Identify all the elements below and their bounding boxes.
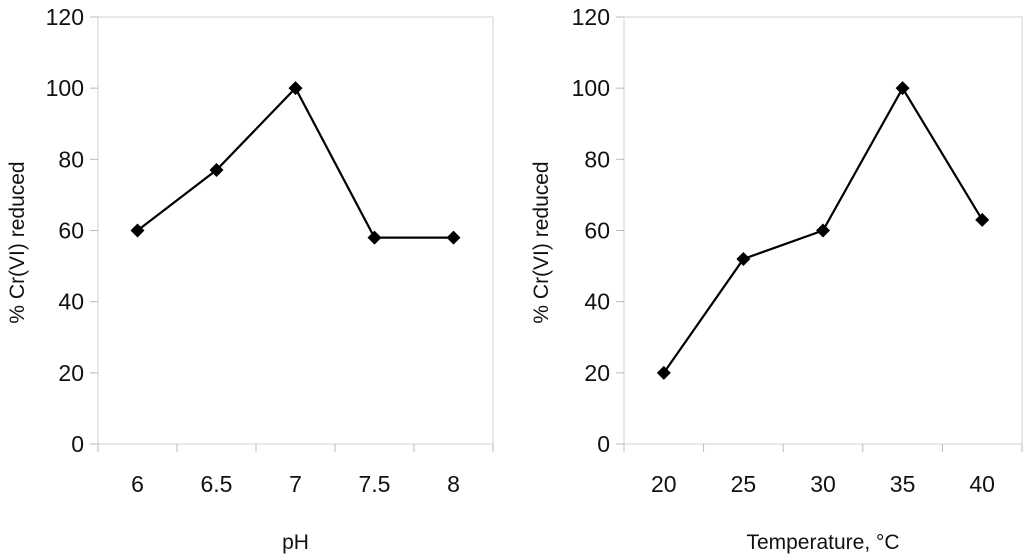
x-tick-label: 40 [969,471,995,497]
x-tick-label: 6.5 [201,471,233,497]
y-tick-label: 60 [58,218,84,244]
y-tick-label: 20 [584,360,610,386]
y-tick-label: 20 [58,360,84,386]
chart-panel-1: 0 20 40 60 80 100 120 6 6.5 7 7.5 8 pH % Cr(VI) reduc… [6,4,494,554]
data-point-marker [367,230,382,245]
y-tick-label: 100 [46,75,84,101]
x-tick-label: 25 [731,471,757,497]
data-point-marker [656,365,671,380]
x-tick-label: 6 [131,471,144,497]
data-point-marker [736,251,751,266]
data-point-marker [209,163,224,178]
plot-area [97,16,494,445]
x-axis-title: pH [282,531,309,554]
y-tick-label: 0 [71,431,84,457]
y-tick-label: 60 [584,218,610,244]
data-point-marker [446,230,461,245]
data-point-marker [130,223,145,238]
x-tick-label: 30 [810,471,836,497]
data-point-marker [975,212,990,227]
y-tick-label: 0 [597,431,610,457]
y-tick-label: 80 [584,146,610,172]
data-point-marker [816,223,830,238]
chart-panel-2: 0 20 40 60 80 100 120 20 25 30 35 40 Temperature, °C… [530,4,1023,554]
x-tick-label: 7.5 [359,471,391,497]
y-tick-label: 120 [572,4,610,30]
x-tick-label: 7 [289,471,302,497]
y-tick-label: 40 [584,289,610,315]
x-tick-label: 35 [890,471,916,497]
data-point-marker [895,81,910,96]
x-tick-label: 8 [447,471,460,497]
series-line [136,86,454,239]
y-tick-label: 40 [58,289,84,315]
y-axis-title: % Cr(VI) reduced [530,161,553,323]
y-tick-label: 120 [46,4,84,30]
y-axis-title: % Cr(VI) reduced [6,161,29,323]
x-tick-label: 20 [651,471,677,497]
y-tick-label: 100 [572,75,610,101]
y-tick-label: 80 [58,146,84,172]
x-axis-title: Temperature, °C [746,531,899,554]
data-point-marker [288,81,303,96]
